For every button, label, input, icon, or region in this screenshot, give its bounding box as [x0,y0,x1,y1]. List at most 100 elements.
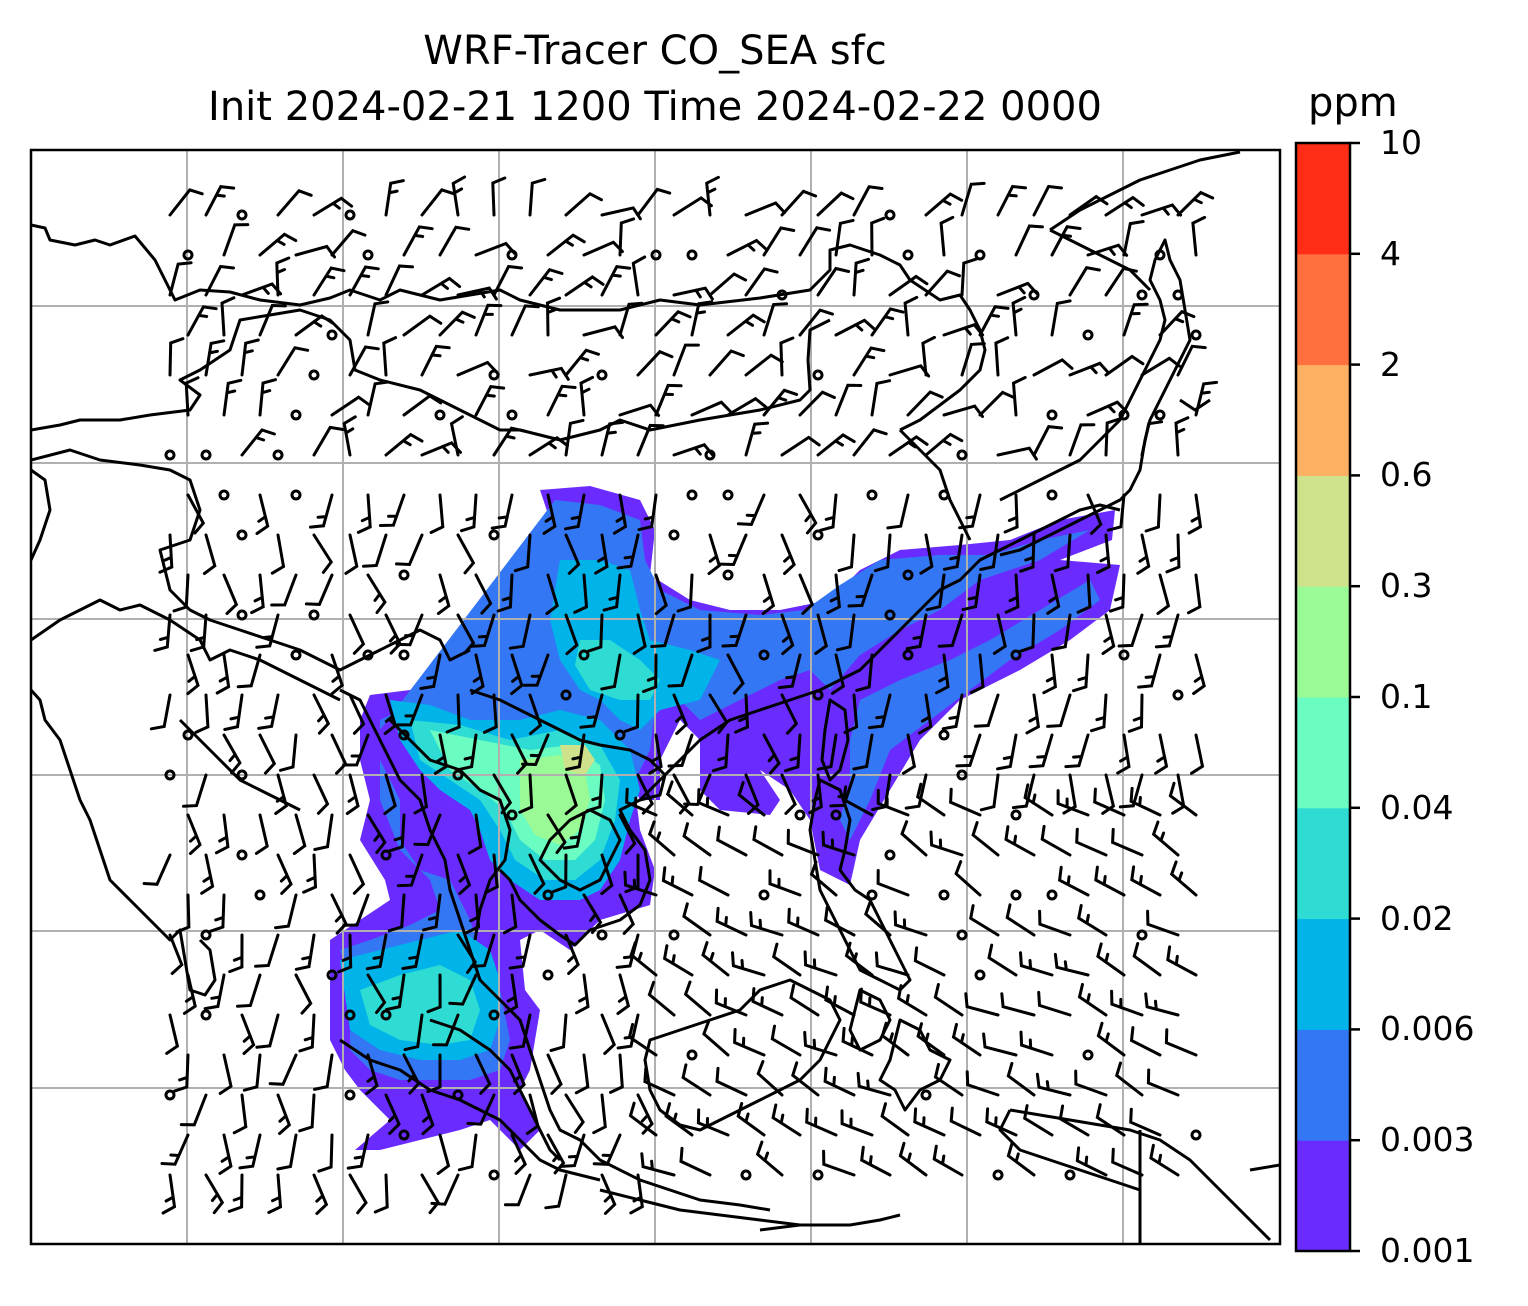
wind-barb [870,379,892,417]
wind-barb [834,318,876,337]
calm-wind-marker [506,409,518,421]
wind-barb [994,336,1010,377]
wind-barb [805,1107,838,1137]
wind-barb [382,336,398,377]
colorbar-segment [1296,697,1350,809]
calm-wind-marker [488,529,500,541]
wind-barb [682,822,712,857]
calm-wind-marker [290,409,302,421]
wind-barb [549,1013,568,1052]
wind-barb [451,175,467,217]
wind-barb [880,1102,910,1137]
wind-barb [426,1053,442,1094]
wind-barb [924,192,964,217]
wind-barb [546,813,567,854]
wind-barb [449,415,464,457]
wind-barb [215,653,231,695]
wind-barb [600,420,625,457]
wind-barb [240,428,276,457]
wind-barb [816,266,851,297]
wind-barb [640,1152,676,1177]
wind-barb [690,400,732,417]
wind-barb [987,943,1018,977]
wind-barb [870,216,886,257]
calm-wind-marker [488,369,500,381]
wind-barb [1072,653,1090,693]
wind-barb [149,693,172,731]
calm-wind-marker [1082,329,1094,341]
wind-barb [623,693,640,733]
wind-barb [275,256,291,297]
wind-barb [672,343,700,377]
calm-wind-marker [956,929,968,941]
wind-barb [708,349,745,377]
wind-barb [843,693,859,734]
wind-barb [474,303,503,337]
calm-wind-marker [1010,649,1022,661]
wind-barb [1136,533,1151,575]
wind-barb [574,1053,590,1095]
wind-barb [276,189,313,217]
wind-barb [384,264,414,297]
wind-barb [616,533,640,570]
wind-barb [1101,773,1116,815]
wind-barb [1046,573,1061,615]
wind-barb [905,613,928,651]
wind-barb [579,693,604,729]
wind-barb [1174,416,1190,457]
wind-barb [388,813,406,853]
calm-wind-marker [596,929,608,941]
wind-barb [1040,824,1072,857]
wind-barb [762,226,796,257]
wind-barb [648,733,663,775]
wind-barb [624,853,640,894]
wind-barb [1117,613,1144,648]
plume-level-1 [330,486,1120,1150]
calm-wind-marker [902,249,914,261]
wind-barb [312,533,334,574]
wind-barb [667,653,694,688]
wind-barb [618,301,644,337]
wind-barb [165,1013,180,1055]
wind-barb [789,983,820,1017]
wind-barb [1169,860,1198,897]
calm-wind-marker [614,729,626,741]
wind-barb [696,613,712,654]
wind-barb [330,395,371,417]
wind-barb [925,573,946,612]
wind-barb [654,383,683,417]
calm-wind-marker [1010,889,1022,901]
wind-barb [203,973,226,1011]
wind-barb [1096,942,1126,977]
wind-barb [378,493,406,527]
wind-barb [1046,693,1072,728]
wind-barb [733,1028,766,1057]
wind-barb [737,781,766,817]
wind-barb [1116,733,1131,775]
wind-barb [383,773,397,816]
wind-barb [600,264,632,297]
wind-barb [304,573,334,606]
wind-barb [255,493,270,535]
wind-barb [546,1133,566,1175]
wind-barb [982,1032,1018,1057]
wind-barb [647,980,676,1017]
wind-barb [186,493,206,535]
wind-barb [690,300,714,337]
wind-barb [1062,773,1077,815]
wind-barb [779,336,795,377]
wind-barb [395,533,424,567]
wind-barb [510,1133,527,1175]
wind-barb [924,269,961,297]
wind-barb [348,1173,368,1215]
wind-barbs [142,175,1219,1215]
wind-barb [627,1022,658,1057]
wind-barb [258,733,277,775]
wind-barb [636,423,665,457]
colorbar-tick-label: 0.6 [1380,455,1433,495]
wind-barb [528,267,564,297]
calm-wind-marker [938,729,950,741]
wind-barb [814,613,829,655]
